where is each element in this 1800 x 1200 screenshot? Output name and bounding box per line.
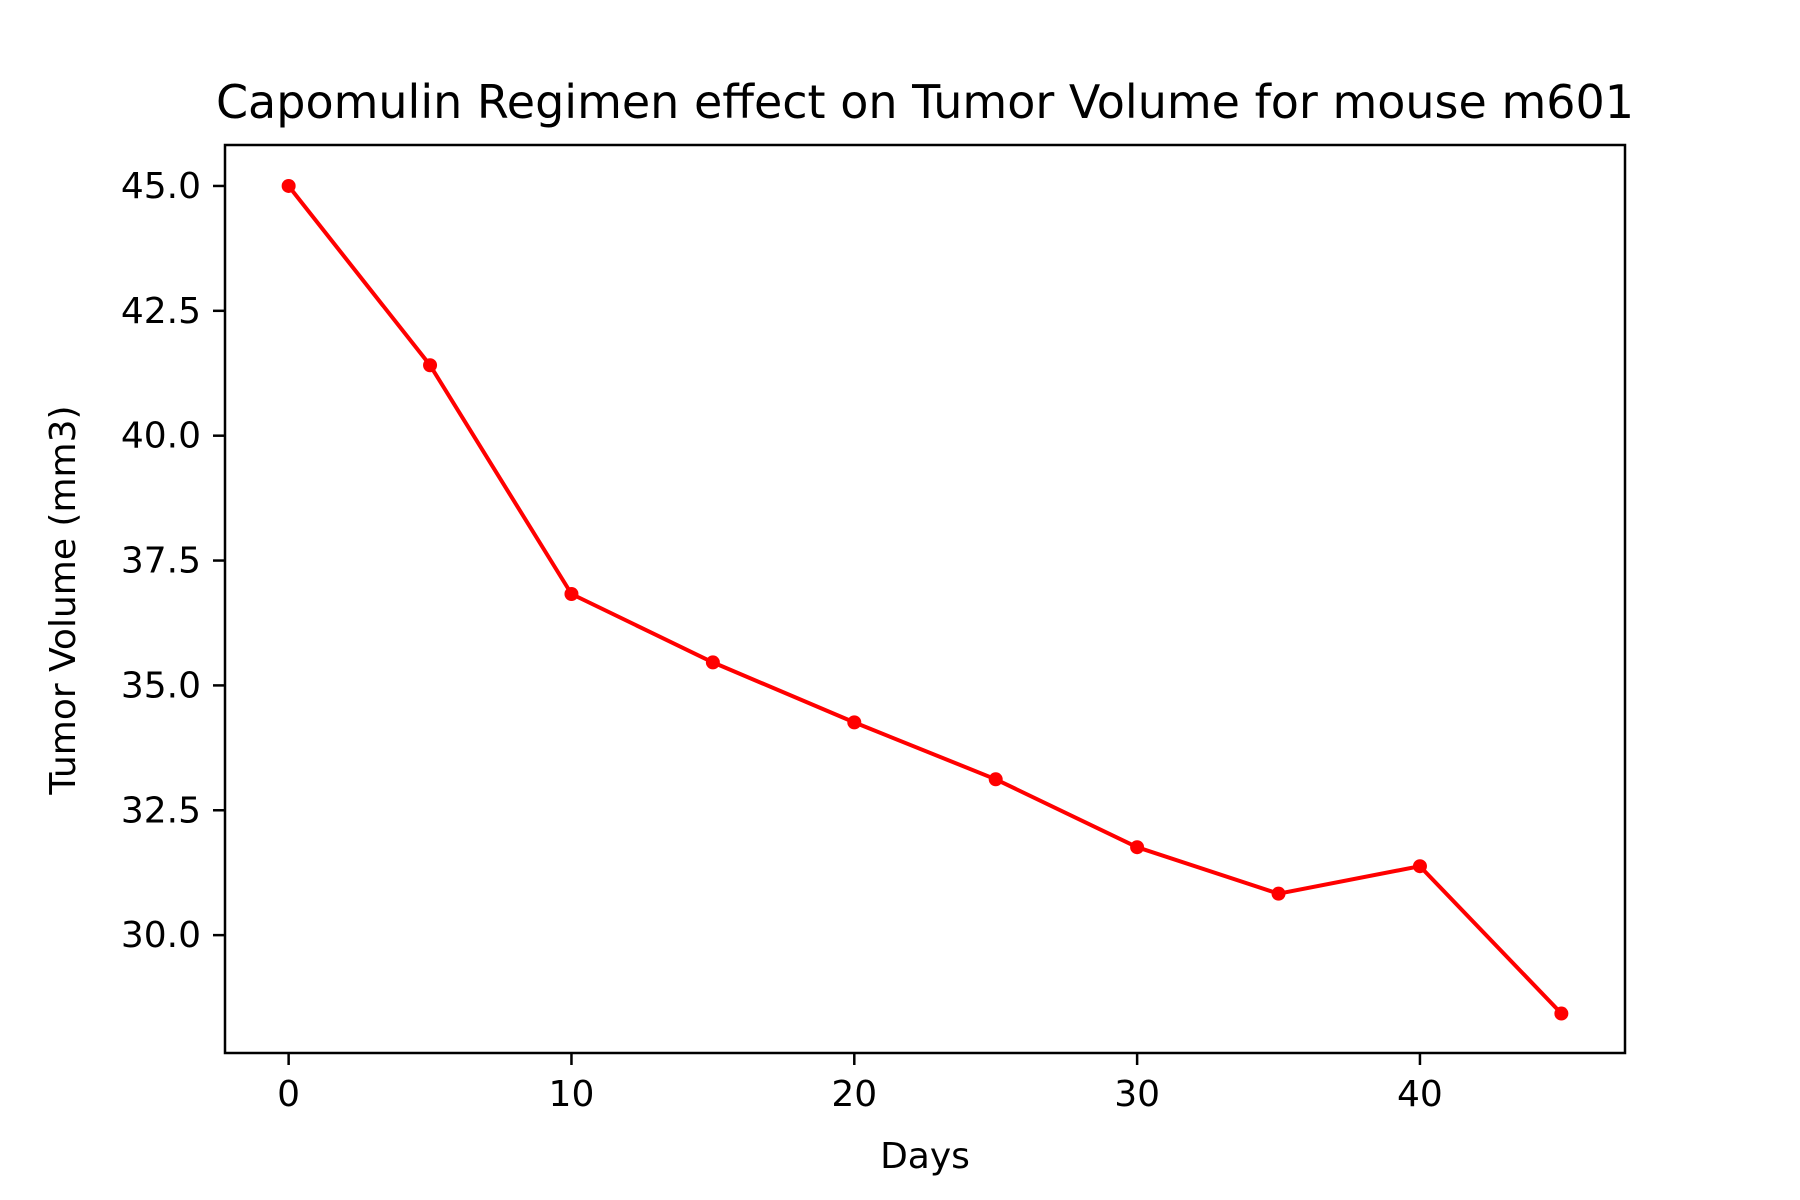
y-axis-ticks: 30.0 32.5 35.0 37.5 40.0 42.5 45.0 [121,166,225,956]
x-tick-label: 20 [831,1074,877,1115]
data-point [564,587,579,602]
x-axis-ticks: 0 10 20 30 40 [277,1053,1443,1115]
data-point [988,772,1003,787]
data-point [1554,1006,1569,1021]
data-point [705,655,720,670]
x-tick-label: 10 [549,1074,595,1115]
y-tick-label: 42.5 [121,291,201,332]
plot-series-layer [281,178,1569,1021]
data-point [1271,886,1286,901]
x-axis-label: Days [880,1136,970,1177]
y-tick-label: 35.0 [121,665,201,706]
y-tick-label: 45.0 [121,166,201,207]
x-tick-label: 30 [1114,1074,1160,1115]
y-tick-label: 40.0 [121,416,201,457]
series-line [286,184,1564,1016]
x-tick-label: 40 [1397,1074,1443,1115]
data-point [1130,840,1145,855]
y-tick-label: 37.5 [121,541,201,582]
data-point [281,178,296,193]
plot-frame [223,143,1627,1055]
y-axis-label: Tumor Volume (mm3) [43,405,84,795]
y-tick-label: 32.5 [121,790,201,831]
data-point [423,358,438,373]
x-tick-label: 0 [277,1074,300,1115]
y-tick-label: 30.0 [121,915,201,956]
data-point [1412,859,1427,874]
data-point [847,715,862,730]
chart-title: Capomulin Regimen effect on Tumor Volume… [216,75,1634,129]
